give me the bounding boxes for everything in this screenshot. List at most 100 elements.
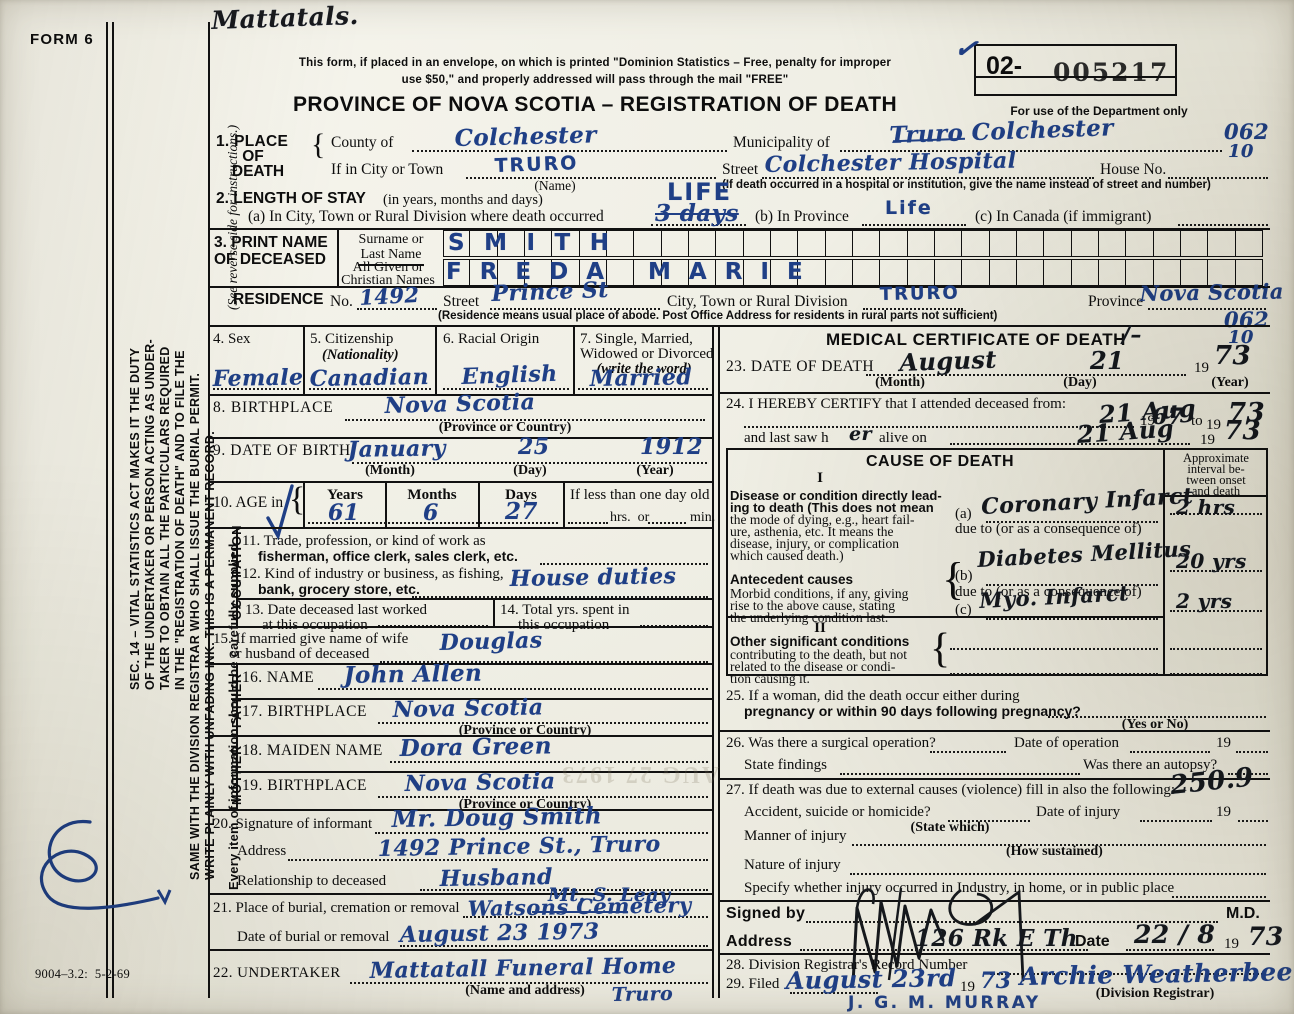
date-of-birth-label: 9. DATE OF BIRTH bbox=[213, 442, 351, 459]
cause-part-1-numeral: I bbox=[817, 470, 823, 486]
item27-accident-label: Accident, suicide or homicide? bbox=[744, 804, 931, 820]
date-of-death-month-sub: (Month) bbox=[875, 375, 925, 390]
date-of-death-day: 21 bbox=[1090, 346, 1125, 375]
father-birthplace-value: Nova Scotia bbox=[392, 694, 544, 723]
signature-date-year-prefix: 19 bbox=[1224, 936, 1239, 952]
residence-street-label: Street bbox=[443, 293, 480, 310]
city-town-label: If in City or Town bbox=[331, 161, 444, 178]
cause-c-interval: 2 yrs bbox=[1176, 589, 1233, 613]
residence-note: (Residence means usual place of abode. P… bbox=[438, 310, 998, 322]
given-label-1: All Given or bbox=[352, 260, 424, 275]
length-stay-c-label: (c) In Canada (if immigrant) bbox=[975, 208, 1152, 225]
item28-label: 28. Division Registrar's Record Number bbox=[726, 957, 968, 973]
interval-heading-2: interval be- bbox=[1187, 462, 1245, 476]
mother-maiden-value: Dora Green bbox=[399, 732, 553, 762]
length-stay-a-label: (a) In City, Town or Rural Division wher… bbox=[248, 208, 604, 225]
item15-value: Douglas bbox=[439, 627, 543, 656]
residence-city-label: City, Town or Rural Division bbox=[667, 293, 848, 310]
marital-label-1: 7. Single, Married, bbox=[580, 331, 693, 347]
residence-street-value: Prince St bbox=[491, 276, 610, 307]
sidebar-legal-line-2: OF THE UNDERTAKER OR PERSON ACTING AS UN… bbox=[143, 339, 157, 690]
surname-label-1: Surname or bbox=[358, 232, 424, 247]
date-of-death-year: 73 bbox=[1214, 341, 1251, 371]
item25-line1: 25. If a woman, did the death occur eith… bbox=[726, 688, 1020, 704]
undertaker-extra: Truro bbox=[611, 982, 674, 1006]
given-names-value: FREDA MARIE bbox=[446, 259, 821, 285]
manner-of-injury-label: Manner of injury bbox=[744, 828, 847, 844]
place-of-death-label-1: 1. PLACE bbox=[216, 133, 289, 150]
place-code-right: 062 bbox=[1224, 119, 1270, 144]
item11-line2: fisherman, office clerk, sales clerk, et… bbox=[258, 548, 518, 564]
registration-number: 005217 bbox=[1053, 58, 1170, 87]
residence-code: 062 bbox=[1224, 307, 1270, 332]
length-stay-b-label: (b) In Province bbox=[755, 208, 849, 225]
lastsaw-label: and last saw h bbox=[744, 430, 829, 446]
item12-line2: bank, grocery store, etc. bbox=[258, 581, 420, 597]
place-of-death-label-3: DEATH bbox=[231, 163, 285, 180]
direct-cause-line-1: Disease or condition directly lead- bbox=[730, 488, 942, 503]
residence-no-label: No. bbox=[330, 293, 353, 310]
item29-year: 73 bbox=[980, 968, 1012, 994]
date-of-death-year-sub: (Year) bbox=[1211, 375, 1249, 390]
medical-heading-mark: /– bbox=[1122, 322, 1142, 348]
mother-birthplace-sub: (Province or Country) bbox=[458, 797, 592, 812]
residence-label: RESIDENCE bbox=[233, 291, 324, 308]
other-conditions-line-4: tion causing it. bbox=[730, 671, 810, 686]
date-of-birth-month: January bbox=[347, 435, 447, 463]
direct-cause-line-2: ing to death (This does not mean bbox=[730, 500, 934, 515]
sidebar-legal-line-4: IN THE "REGISTRATION OF DEATH" AND TO FI… bbox=[173, 350, 187, 690]
due-to-label-2: due to (or as a consequence of) bbox=[955, 584, 1142, 600]
birthplace-value: Nova Scotia bbox=[384, 389, 536, 419]
informant-relationship-value: Husband bbox=[439, 864, 553, 892]
item13-line1: 13. Date deceased last worked bbox=[245, 602, 428, 618]
form-label: FORM 6 bbox=[30, 31, 94, 48]
burial-date-label: Date of burial or removal bbox=[237, 929, 390, 945]
residence-province-label: Province bbox=[1088, 293, 1144, 310]
informant-signature-label: 20. Signature of informant bbox=[213, 816, 373, 832]
street-label: Street bbox=[722, 161, 759, 178]
item11-line1: 11. Trade, profession, or kind of work a… bbox=[242, 533, 486, 549]
marital-value: Married bbox=[589, 364, 693, 392]
manner-of-injury-sub: (How sustained) bbox=[1006, 844, 1103, 859]
burial-place-label: 21. Place of burial, cremation or remova… bbox=[213, 900, 460, 916]
father-name-value: John Allen bbox=[343, 659, 483, 689]
item26-year-prefix: 19 bbox=[1216, 735, 1231, 751]
place-of-death-label-2: OF bbox=[242, 148, 264, 165]
item26-autopsy-label: Was there an autopsy? bbox=[1083, 757, 1218, 773]
cause-of-death-box bbox=[726, 448, 1268, 676]
signature-address-label: Address bbox=[726, 933, 793, 950]
undertaker-value: Mattatall Funeral Home bbox=[369, 952, 677, 984]
item13-line2: at this occupation bbox=[262, 617, 368, 633]
direct-cause-line-5: disease, injury, or complication bbox=[730, 536, 899, 551]
length-stay-b-value: Life bbox=[885, 197, 933, 219]
informant-address-value: 1492 Prince St., Truro bbox=[377, 831, 661, 862]
marital-sub: (write the word) bbox=[596, 361, 692, 377]
length-stay-a-value-override: LIFE bbox=[667, 178, 733, 206]
item14-line2: this occupation bbox=[518, 617, 610, 633]
birthplace-label: 8. BIRTHPLACE bbox=[213, 399, 334, 416]
margin-signature-flourish bbox=[40, 819, 172, 910]
sidebar-legal-line-5: SAME WITH THE DIVISION REGISTRAR WHO SHA… bbox=[188, 372, 202, 880]
date-of-birth-month-sub: (Month) bbox=[365, 463, 415, 478]
lastsaw-year-prefix: 19 bbox=[1200, 432, 1215, 448]
brace-place-of-death: { bbox=[311, 128, 326, 161]
city-town-sub: (Name) bbox=[534, 178, 576, 193]
item29-date: August 23rd bbox=[785, 963, 957, 995]
interval-heading-3: tween onset bbox=[1186, 473, 1246, 487]
cause-a-interval: 2 hrs bbox=[1176, 495, 1236, 519]
page-title: PROVINCE OF NOVA SCOTIA – REGISTRATION O… bbox=[292, 93, 898, 116]
direct-cause-line-6: which caused death.) bbox=[730, 548, 844, 563]
antecedent-line-4: the underlying condition last. bbox=[730, 610, 889, 625]
racial-origin-label: 6. Racial Origin bbox=[443, 331, 540, 347]
residence-province-value: Nova Scotia bbox=[1139, 278, 1284, 306]
county-value: Colchester bbox=[454, 121, 598, 152]
informant-signature-value: Mr. Doug Smith bbox=[391, 802, 603, 833]
birthplace-sub: (Province or Country) bbox=[438, 420, 572, 435]
residence-city-value: TRURO bbox=[879, 282, 960, 305]
age-lessthan-label: If less than one day old bbox=[570, 487, 710, 503]
registration-number-box bbox=[974, 44, 1177, 96]
nature-of-injury-label: Nature of injury bbox=[744, 857, 841, 873]
item15-line2: or husband of deceased bbox=[229, 646, 370, 662]
interval-heading-4: and death bbox=[1191, 484, 1241, 498]
signature-date-label: Date bbox=[1075, 933, 1110, 950]
